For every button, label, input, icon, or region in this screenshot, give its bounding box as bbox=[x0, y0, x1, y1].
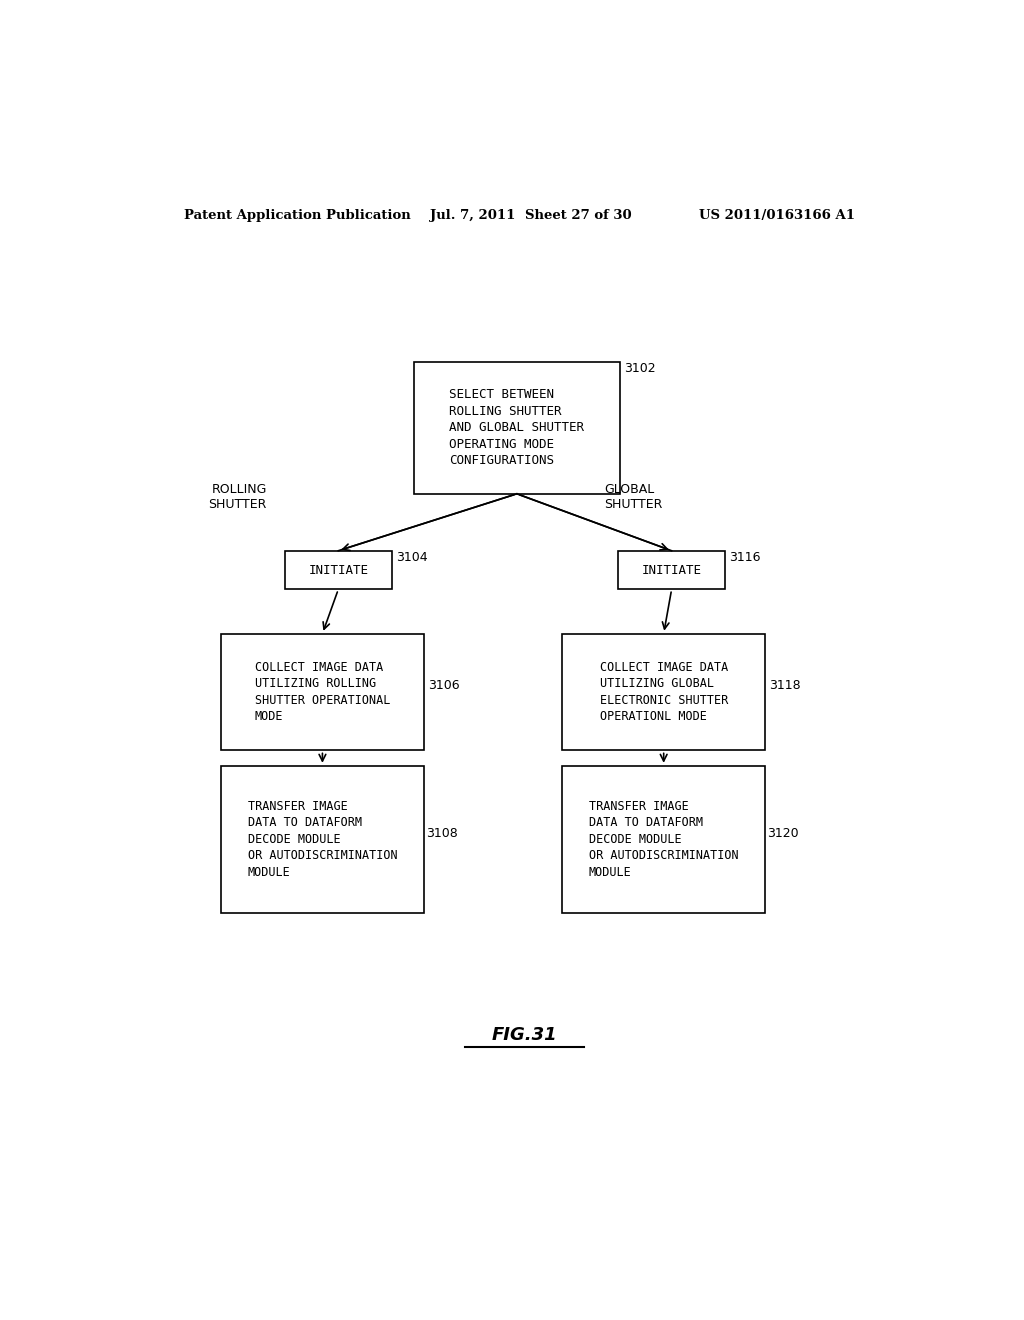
Text: FIG.31: FIG.31 bbox=[492, 1026, 558, 1044]
Bar bbox=[562, 634, 765, 751]
Text: Sheet 27 of 30: Sheet 27 of 30 bbox=[524, 209, 632, 222]
Text: ROLLING
SHUTTER: ROLLING SHUTTER bbox=[209, 483, 267, 511]
Text: INITIATE: INITIATE bbox=[308, 564, 369, 577]
Bar bbox=[221, 766, 424, 913]
Text: 3106: 3106 bbox=[428, 680, 459, 692]
Text: 3120: 3120 bbox=[767, 826, 799, 840]
Bar bbox=[285, 550, 392, 589]
Bar bbox=[618, 550, 725, 589]
Text: TRANSFER IMAGE
DATA TO DATAFORM
DECODE MODULE
OR AUTODISCRIMINATION
MODULE: TRANSFER IMAGE DATA TO DATAFORM DECODE M… bbox=[248, 800, 397, 879]
Text: COLLECT IMAGE DATA
UTILIZING GLOBAL
ELECTRONIC SHUTTER
OPERATIONL MODE: COLLECT IMAGE DATA UTILIZING GLOBAL ELEC… bbox=[600, 661, 728, 723]
Text: US 2011/0163166 A1: US 2011/0163166 A1 bbox=[699, 209, 855, 222]
Text: 3116: 3116 bbox=[729, 550, 761, 564]
Text: 3102: 3102 bbox=[624, 362, 655, 375]
Text: COLLECT IMAGE DATA
UTILIZING ROLLING
SHUTTER OPERATIONAL
MODE: COLLECT IMAGE DATA UTILIZING ROLLING SHU… bbox=[255, 661, 390, 723]
Text: Patent Application Publication: Patent Application Publication bbox=[183, 209, 411, 222]
Text: Jul. 7, 2011: Jul. 7, 2011 bbox=[430, 209, 515, 222]
Text: 3104: 3104 bbox=[396, 550, 427, 564]
Text: GLOBAL
SHUTTER: GLOBAL SHUTTER bbox=[604, 483, 663, 511]
Text: TRANSFER IMAGE
DATA TO DATAFORM
DECODE MODULE
OR AUTODISCRIMINATION
MODULE: TRANSFER IMAGE DATA TO DATAFORM DECODE M… bbox=[589, 800, 738, 879]
Text: INITIATE: INITIATE bbox=[642, 564, 701, 577]
Text: 3108: 3108 bbox=[426, 826, 458, 840]
Bar bbox=[221, 634, 424, 751]
Bar bbox=[562, 766, 765, 913]
Text: SELECT BETWEEN
ROLLING SHUTTER
AND GLOBAL SHUTTER
OPERATING MODE
CONFIGURATIONS: SELECT BETWEEN ROLLING SHUTTER AND GLOBA… bbox=[450, 388, 585, 467]
Text: 3118: 3118 bbox=[769, 680, 801, 692]
Bar bbox=[414, 362, 620, 494]
